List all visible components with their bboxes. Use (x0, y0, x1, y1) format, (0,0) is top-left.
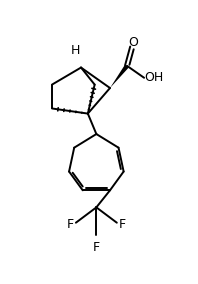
Text: F: F (93, 241, 100, 254)
Text: F: F (67, 218, 74, 231)
Text: O: O (128, 36, 138, 49)
Polygon shape (110, 64, 129, 88)
Text: OH: OH (144, 71, 163, 84)
Text: H: H (71, 44, 81, 57)
Text: F: F (118, 218, 126, 231)
